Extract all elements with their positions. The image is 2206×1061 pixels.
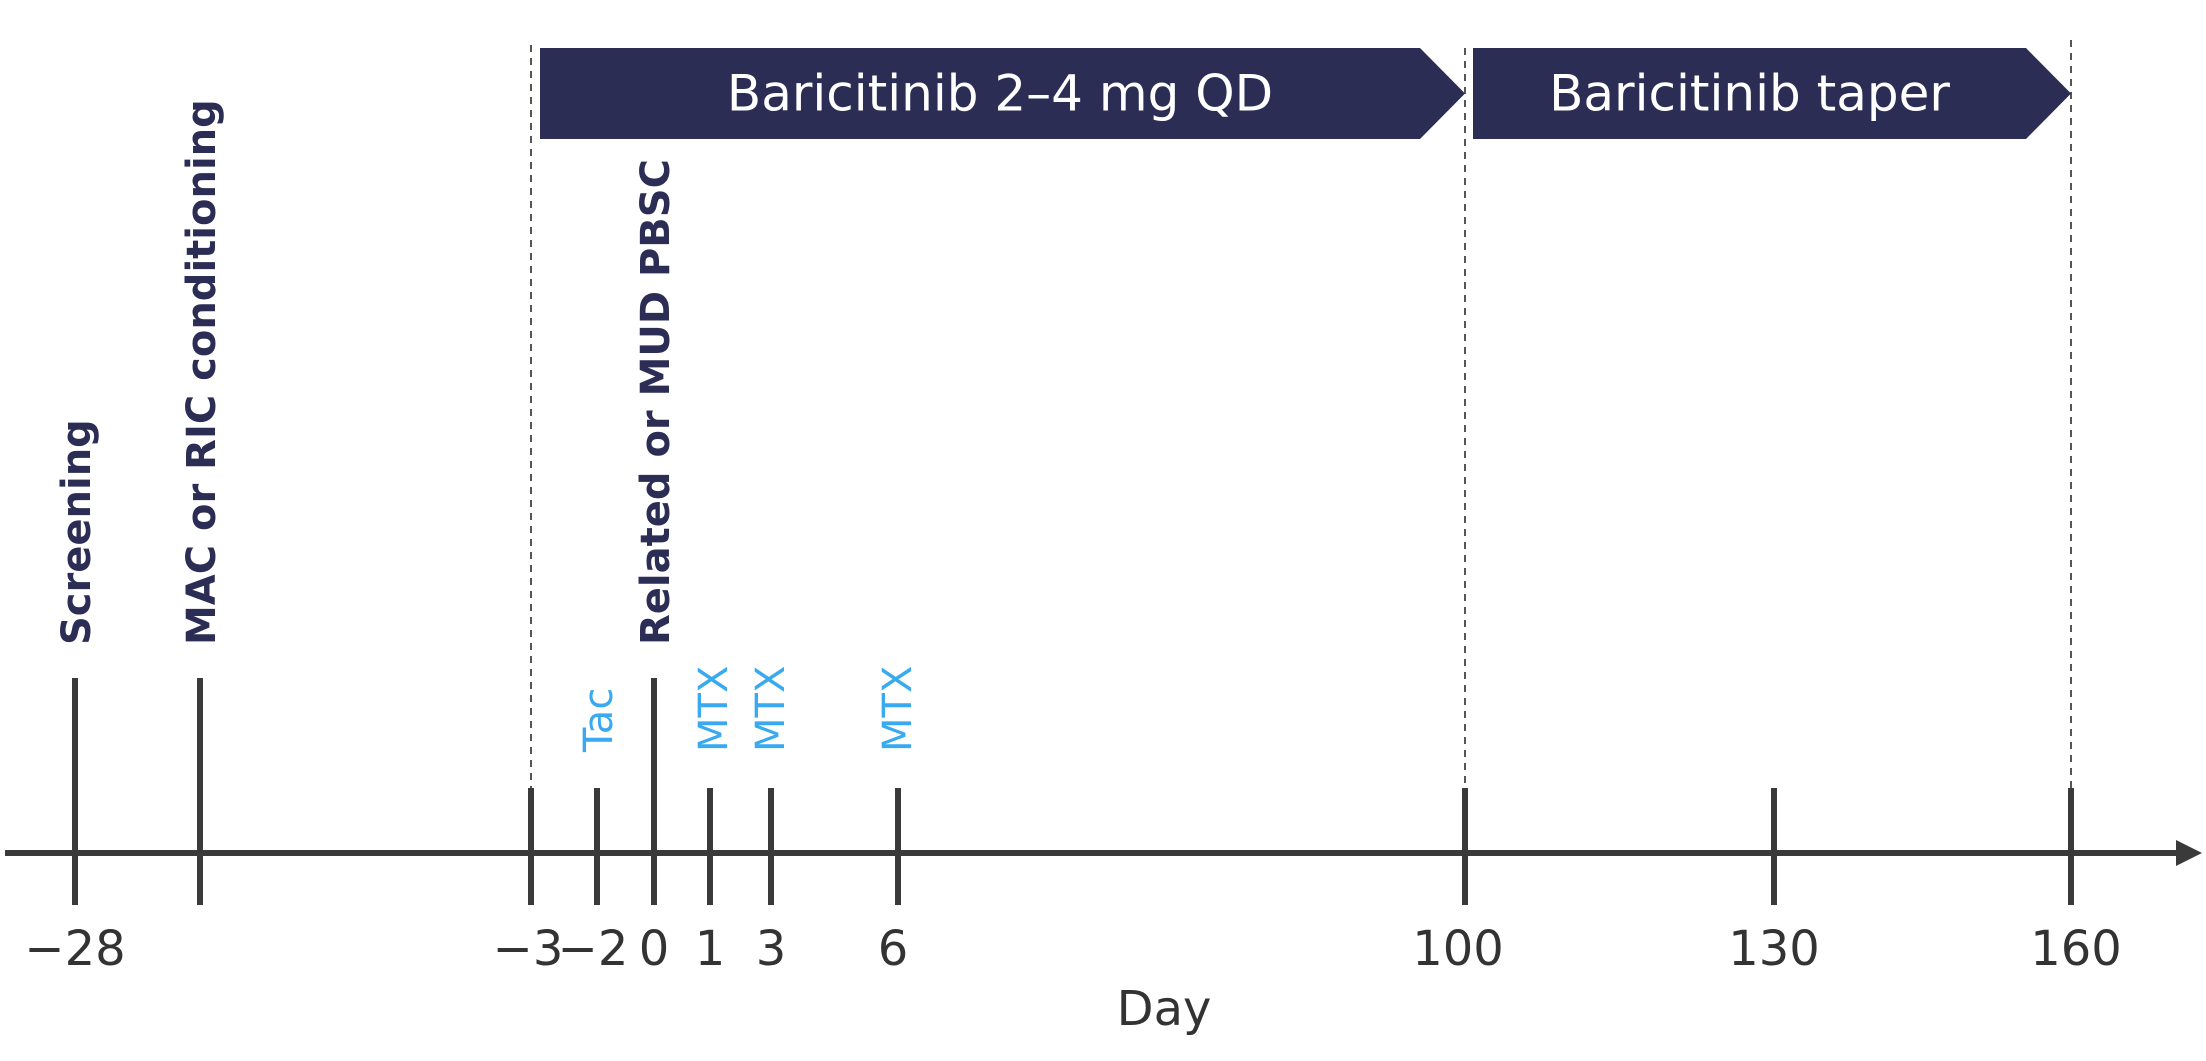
event-labels: Screening MAC or RIC conditioning Related …: [54, 99, 921, 753]
phase-arrow: [1473, 48, 2071, 139]
tick-label: −28: [24, 921, 125, 977]
tick-label: 160: [2030, 921, 2122, 977]
tick-label: 0: [639, 921, 670, 977]
tick-label: 3: [756, 921, 787, 977]
medication-label: MTX: [691, 666, 737, 752]
phase-label: Baricitinib taper: [1549, 65, 1950, 123]
tick-label: −2: [558, 921, 629, 977]
medication-label: Tac: [576, 688, 622, 753]
tick-label: 1: [695, 921, 726, 977]
phase-label: Baricitinib 2–4 mg QD: [727, 65, 1273, 123]
tick-label: −3: [493, 921, 564, 977]
axis-title: Day: [1117, 981, 1212, 1037]
event-label: Related or MUD PBSC: [633, 159, 679, 645]
event-label: Screening: [54, 419, 100, 645]
tick-label: 130: [1728, 921, 1820, 977]
phase-boundary-lines: [530, 40, 2072, 788]
medication-label: MTX: [748, 666, 794, 752]
phase-arrow: [540, 48, 1465, 139]
phase-bars: Baricitinib 2–4 mg QD Baricitinib taper: [540, 48, 2071, 139]
day-axis-arrowhead: [2176, 840, 2202, 866]
medication-label: MTX: [875, 666, 921, 752]
event-label: MAC or RIC conditioning: [179, 99, 225, 645]
tick-label: 100: [1412, 921, 1504, 977]
day-ticks: −28 −3−2 0 1 3 6 100 130 160: [24, 678, 2122, 977]
tick-label: 6: [878, 921, 909, 977]
